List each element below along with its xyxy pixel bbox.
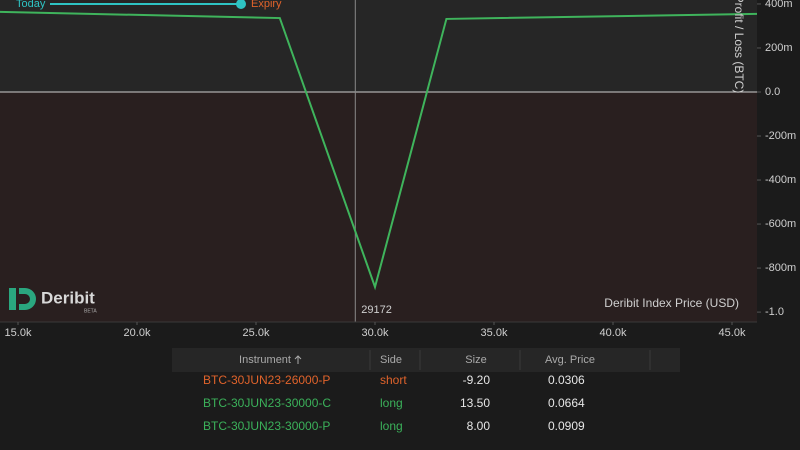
crosshair-label: 29172 [361, 304, 392, 316]
table-cell: 13.50 [460, 396, 490, 410]
table-cell: 0.0306 [548, 373, 585, 387]
x-tick-label: 20.0k [124, 327, 151, 339]
table-cell: BTC-30JUN23-30000-C [203, 396, 331, 410]
y-tick-label: 400m [765, 0, 793, 10]
column-header[interactable]: Avg. Price [545, 354, 595, 366]
time-slider-handle[interactable] [236, 0, 246, 9]
table-cell: -9.20 [463, 373, 491, 387]
y-tick-label: 0.0 [765, 86, 780, 98]
table-cell: BTC-30JUN23-30000-P [203, 419, 330, 433]
x-tick-label: 45.0k [719, 327, 746, 339]
y-tick-label: -400m [765, 174, 796, 186]
table-cell: 8.00 [467, 419, 491, 433]
plot-area [0, 0, 758, 322]
x-axis-title: Deribit Index Price (USD) [604, 296, 739, 310]
slider-start-label: Today [16, 0, 46, 10]
brand-name: Deribit [41, 288, 95, 307]
column-header[interactable]: Side [380, 354, 402, 366]
y-tick-label: -600m [765, 218, 796, 230]
y-tick-label: 200m [765, 42, 793, 54]
y-axis-title: Profit / Loss (BTC) [732, 0, 746, 93]
y-tick-label: -200m [765, 130, 796, 142]
loss-zone [0, 92, 757, 322]
column-header[interactable]: Size [465, 354, 486, 366]
sort-arrow[interactable] [294, 355, 302, 364]
payoff-line [0, 10, 758, 291]
table-cell: long [380, 396, 403, 410]
table-cell: 0.0909 [548, 419, 585, 433]
table-cell: long [380, 419, 403, 433]
y-tick-label: -800m [765, 262, 796, 274]
x-tick-label: 25.0k [243, 327, 270, 339]
slider-end-label: Expiry [251, 0, 282, 10]
x-tick-label: 15.0k [5, 327, 32, 339]
y-tick-label: -1.0 [765, 306, 784, 318]
x-tick-label: 40.0k [600, 327, 627, 339]
brand-logo: Deribit BETA [9, 288, 97, 314]
table-cell: BTC-30JUN23-26000-P [203, 373, 330, 387]
x-tick-label: 30.0k [362, 327, 389, 339]
table-cell: short [380, 373, 407, 387]
x-tick-label: 35.0k [481, 327, 508, 339]
positions-table: Instrument Side Size Avg. Price BTC-30JUN23-… [203, 354, 595, 433]
column-header[interactable]: Instrument [239, 354, 291, 366]
table-cell: 0.0664 [548, 396, 585, 410]
brand-tag: BETA [84, 308, 97, 314]
table-header [172, 348, 680, 372]
